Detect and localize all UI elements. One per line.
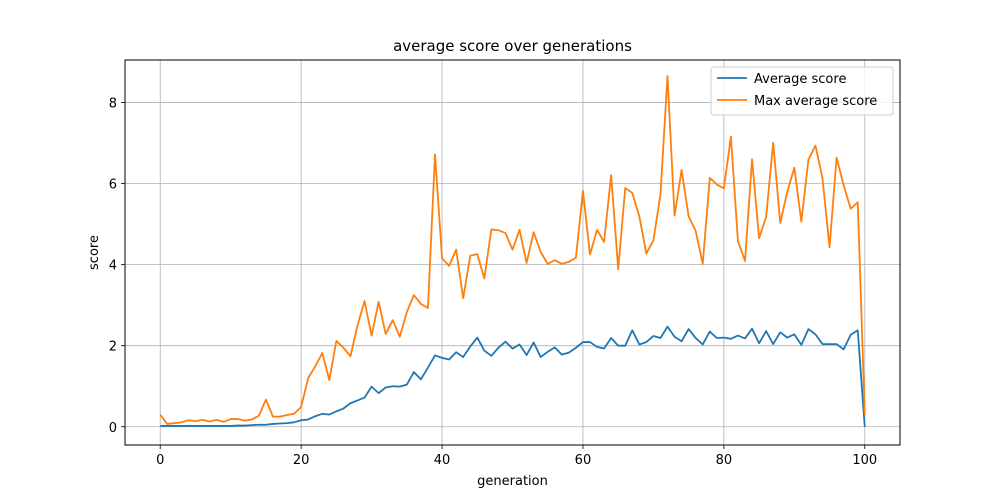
series-layer — [159, 75, 866, 427]
x-tick-label: 20 — [293, 453, 310, 468]
x-tick-label: 80 — [716, 453, 733, 468]
legend: Average score Max average score — [710, 66, 894, 116]
series-line-average-score — [160, 325, 866, 427]
x-tick-label: 60 — [575, 453, 592, 468]
y-tick-label: 0 — [109, 421, 117, 436]
y-tick-label: 4 — [109, 259, 117, 274]
y-tick-label: 2 — [109, 340, 117, 355]
x-tick-label: 100 — [852, 453, 877, 468]
axis-ticks: 0 20 40 60 80 100 0 2 4 6 8 — [109, 97, 877, 468]
y-tick-label: 8 — [109, 97, 117, 112]
y-tick-label: 6 — [109, 178, 117, 193]
legend-box — [710, 66, 894, 116]
plot-frame — [124, 59, 901, 446]
x-axis-label: generation — [477, 474, 548, 489]
y-axis-label: score — [87, 235, 102, 270]
legend-label-max-average-score: Max average score — [754, 94, 877, 109]
series-line-max-average-score — [159, 75, 866, 425]
x-tick-label: 40 — [434, 453, 451, 468]
x-tick-label: 0 — [156, 453, 164, 468]
chart-title: average score over generations — [393, 37, 632, 55]
legend-label-average-score: Average score — [754, 72, 846, 87]
